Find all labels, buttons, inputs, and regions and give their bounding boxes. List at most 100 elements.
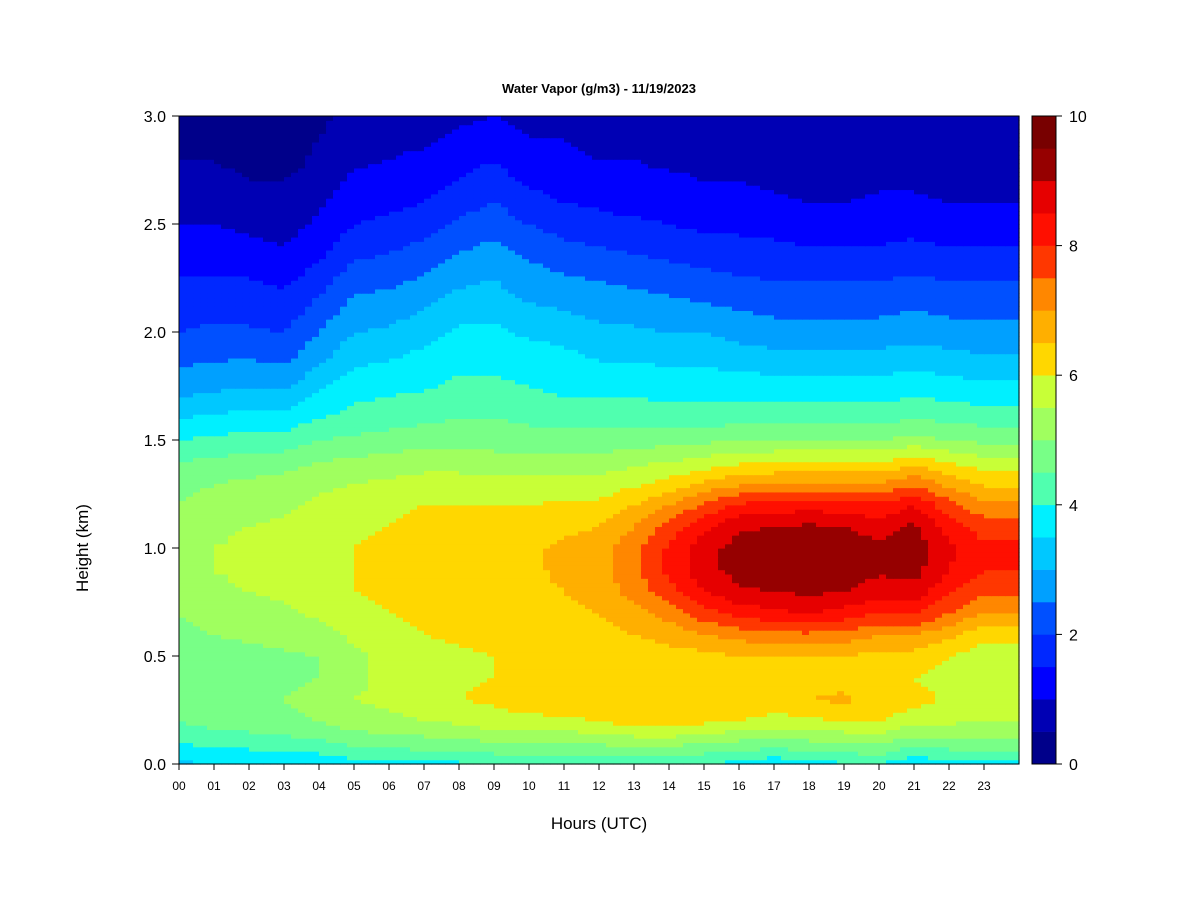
heatmap-cell (487, 625, 495, 631)
heatmap-cell (760, 604, 768, 610)
heatmap-cell (697, 703, 705, 709)
heatmap-cell (886, 742, 894, 748)
heatmap-cell (438, 673, 446, 679)
heatmap-cell (186, 604, 194, 610)
heatmap-cell (291, 690, 299, 696)
heatmap-cell (249, 738, 257, 743)
heatmap-cell (823, 595, 831, 601)
heatmap-cell (571, 625, 579, 631)
heatmap-cell (508, 582, 516, 588)
heatmap-cell (557, 582, 565, 588)
heatmap-cell (886, 664, 894, 670)
heatmap-cell (179, 746, 187, 752)
heatmap-cell (767, 686, 775, 692)
heatmap-cell (564, 759, 572, 765)
heatmap-cell (620, 660, 628, 666)
heatmap-cell (529, 733, 537, 739)
heatmap-cell (921, 694, 929, 700)
heatmap-cell (249, 712, 257, 718)
heatmap-cell (403, 720, 411, 726)
heatmap-cell (305, 677, 313, 683)
heatmap-cell (179, 677, 187, 683)
heatmap-cell (627, 707, 635, 713)
heatmap-cell (984, 738, 992, 743)
heatmap-cell (956, 599, 964, 605)
heatmap-cell (970, 586, 978, 592)
heatmap-cell (858, 664, 866, 670)
heatmap-cell (333, 751, 341, 756)
heatmap-cell (305, 690, 313, 696)
heatmap-cell (914, 634, 922, 640)
heatmap-cell (263, 755, 271, 761)
heatmap-cell (879, 625, 887, 631)
heatmap-cell (214, 660, 222, 666)
heatmap-cell (200, 625, 208, 631)
heatmap-cell (669, 625, 677, 631)
heatmap-cell (571, 621, 579, 627)
heatmap-cell (998, 733, 1006, 739)
heatmap-cell (270, 664, 278, 670)
heatmap-cell (200, 591, 208, 597)
heatmap-cell (991, 668, 999, 674)
heatmap-cell (676, 716, 684, 722)
heatmap-cell (662, 617, 670, 623)
heatmap-cell (879, 630, 887, 635)
heatmap-cell (991, 686, 999, 692)
heatmap-cell (998, 656, 1006, 661)
heatmap-cell (179, 656, 187, 661)
heatmap-cell (774, 625, 782, 631)
heatmap-cell (606, 738, 614, 743)
heatmap-cell (984, 656, 992, 661)
heatmap-cell (907, 690, 915, 696)
heatmap-cell (179, 686, 187, 692)
heatmap-cell (522, 716, 530, 722)
heatmap-cell (340, 751, 348, 756)
heatmap-cell (991, 586, 999, 592)
heatmap-cell (571, 733, 579, 739)
heatmap-cell (998, 725, 1006, 731)
heatmap-cell (284, 586, 292, 592)
heatmap-cell (536, 651, 544, 657)
heatmap-cell (179, 738, 187, 743)
heatmap-cell (697, 755, 705, 761)
heatmap-cell (781, 651, 789, 657)
heatmap-cell (718, 647, 726, 653)
heatmap-cell (305, 660, 313, 666)
heatmap-cell (291, 677, 299, 683)
heatmap-cell (809, 630, 817, 635)
heatmap-cell (543, 591, 551, 597)
heatmap-cell (774, 703, 782, 709)
heatmap-cell (774, 694, 782, 700)
heatmap-cell (1012, 664, 1020, 670)
heatmap-cell (844, 638, 852, 644)
heatmap-cell (417, 643, 425, 648)
heatmap-cell (291, 681, 299, 687)
heatmap-cell (760, 725, 768, 731)
heatmap-cell (634, 608, 642, 614)
heatmap-cell (256, 751, 264, 756)
heatmap-cell (991, 660, 999, 666)
heatmap-cell (200, 660, 208, 666)
heatmap-cell (543, 759, 551, 765)
heatmap-cell (872, 608, 880, 614)
heatmap-cell (291, 738, 299, 743)
heatmap-cell (235, 668, 243, 674)
heatmap-cell (830, 690, 838, 696)
heatmap-cell (564, 664, 572, 670)
heatmap-cell (494, 651, 502, 657)
heatmap-cell (956, 673, 964, 679)
heatmap-cell (1005, 656, 1013, 661)
heatmap-cell (788, 686, 796, 692)
heatmap-cell (998, 755, 1006, 761)
heatmap-cell (711, 720, 719, 726)
heatmap-cell (270, 729, 278, 735)
heatmap-cell (928, 716, 936, 722)
heatmap-cell (277, 651, 285, 657)
heatmap-cell (851, 656, 859, 661)
heatmap-cell (788, 617, 796, 623)
heatmap-cell (879, 716, 887, 722)
heatmap-cell (557, 673, 565, 679)
heatmap-cell (676, 707, 684, 713)
heatmap-cell (613, 651, 621, 657)
heatmap-cell (487, 699, 495, 705)
